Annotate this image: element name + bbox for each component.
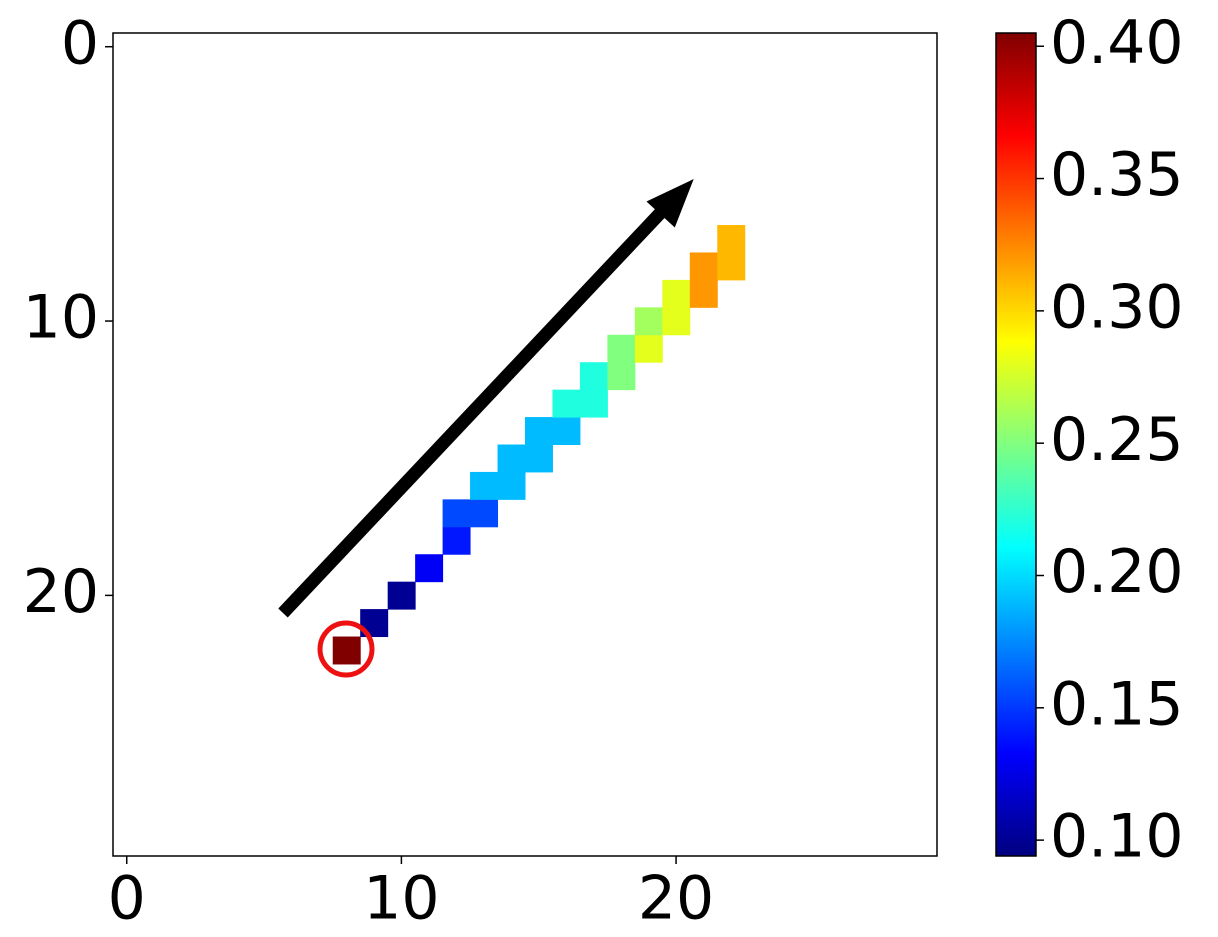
x-tick-label: 0	[108, 864, 146, 934]
colorbar-tick-label: 0.25	[1050, 405, 1184, 475]
y-tick-label: 10	[23, 283, 99, 353]
highlight-circle	[317, 620, 375, 678]
heatmap-cell	[442, 526, 471, 555]
y-tick-label: 0	[61, 8, 99, 78]
colorbar-tick-label: 0.15	[1050, 669, 1184, 739]
heatmap-cell	[332, 636, 361, 665]
heatmap-cell	[497, 444, 526, 473]
heatmap-cell	[717, 225, 746, 253]
heatmap-cell	[689, 279, 718, 308]
colorbar	[995, 32, 1037, 857]
x-tick-label: 20	[638, 864, 714, 934]
heatmap-cell	[470, 499, 499, 528]
y-tick-label: 20	[23, 557, 99, 627]
heatmap-cell	[662, 307, 691, 336]
colorbar-tick-label: 0.30	[1050, 272, 1184, 342]
colorbar-tick-label: 0.40	[1050, 8, 1184, 78]
heatmap-cell	[662, 279, 691, 308]
colorbar-tick-label: 0.10	[1050, 802, 1184, 872]
heatmap-cell	[634, 334, 663, 363]
colorbar-tick-label: 0.20	[1050, 537, 1184, 607]
heatmap-cell	[442, 499, 471, 528]
heatmap-cell	[717, 252, 746, 281]
arrow	[278, 203, 670, 618]
heatmap-cell	[525, 444, 553, 473]
heatmap-cell	[607, 334, 636, 363]
heatmap-cell	[607, 362, 636, 391]
heatmap-cell	[579, 362, 608, 391]
heatmap-cell	[470, 471, 499, 500]
heatmap-cell	[634, 307, 663, 336]
heatmap-cell	[497, 471, 526, 500]
heatmap-cell	[689, 252, 718, 281]
heatmap-cell	[387, 581, 416, 610]
heatmap-cell	[525, 417, 553, 445]
heatmap-cell	[415, 554, 444, 583]
colorbar-tick-label: 0.35	[1050, 140, 1184, 210]
heatmap-cell	[579, 389, 608, 418]
heatmap-cell	[552, 417, 581, 445]
arrow-head	[646, 179, 694, 228]
x-tick-label: 10	[363, 864, 439, 934]
heatmap-cell	[552, 389, 581, 418]
